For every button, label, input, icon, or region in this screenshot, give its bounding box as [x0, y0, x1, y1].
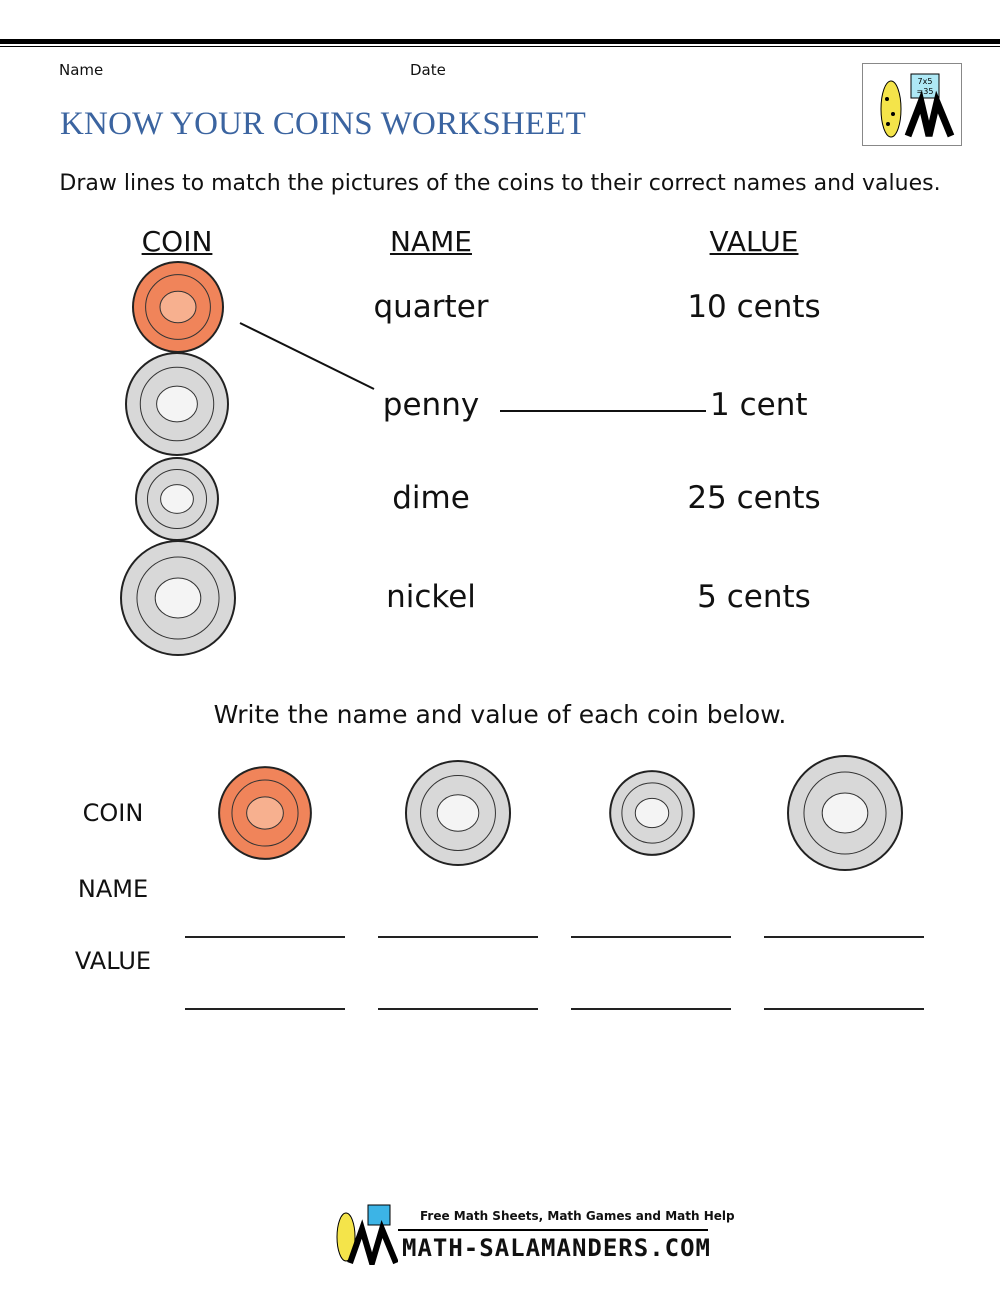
value-blank[interactable]: [571, 1008, 731, 1010]
value-option: 25 cents: [687, 480, 821, 516]
nickel-coin-image: [125, 352, 229, 456]
name-option: penny: [382, 387, 480, 423]
footer-logo-icon: [328, 1203, 398, 1265]
name-blank[interactable]: [764, 936, 924, 938]
name-blank[interactable]: [571, 936, 731, 938]
salamander-logo: 7x5 =35: [862, 63, 962, 146]
value-option: 10 cents: [687, 289, 821, 325]
penny-coin-image: [218, 766, 312, 860]
value-option: 5 cents: [697, 579, 811, 615]
top-rule: [0, 39, 1000, 44]
penny-coin-image: [132, 261, 224, 353]
name-blank[interactable]: [378, 936, 538, 938]
top-rule-thin: [0, 46, 1000, 47]
value-option: 1 cent: [710, 387, 808, 423]
row-label-value: VALUE: [74, 947, 152, 975]
row-label-coin: COIN: [82, 799, 144, 827]
dime-coin-image: [135, 457, 219, 541]
value-blank[interactable]: [185, 1008, 345, 1010]
page-title: KNOW YOUR COINS WORKSHEET: [60, 106, 586, 142]
name-label: Name: [59, 61, 104, 79]
dime-coin-image: [609, 770, 695, 856]
matching-instruction: Draw lines to match the pictures of the …: [59, 171, 941, 196]
name-option: quarter: [373, 289, 489, 325]
name-blank[interactable]: [185, 936, 345, 938]
value-blank[interactable]: [764, 1008, 924, 1010]
date-label: Date: [410, 61, 446, 79]
value-blank[interactable]: [378, 1008, 538, 1010]
svg-text:7x5: 7x5: [918, 77, 933, 86]
row-label-name: NAME: [77, 875, 149, 903]
quarter-coin-image: [787, 755, 903, 871]
match-line-example: [239, 322, 375, 390]
column-header-value: VALUE: [709, 225, 799, 258]
nickel-coin-image: [404, 759, 512, 867]
quarter-coin-image: [120, 540, 236, 656]
column-header-coin: COIN: [141, 225, 213, 258]
name-option: dime: [392, 480, 470, 516]
footer-rule: [398, 1229, 708, 1231]
footer-tagline: Free Math Sheets, Math Games and Math He…: [420, 1209, 735, 1223]
footer-brand: MATH-SALAMANDERS.COM: [402, 1234, 711, 1262]
svg-text:=35: =35: [917, 87, 934, 96]
name-option: nickel: [386, 579, 476, 615]
write-instruction: Write the name and value of each coin be…: [213, 700, 787, 729]
column-header-name: NAME: [390, 225, 472, 258]
